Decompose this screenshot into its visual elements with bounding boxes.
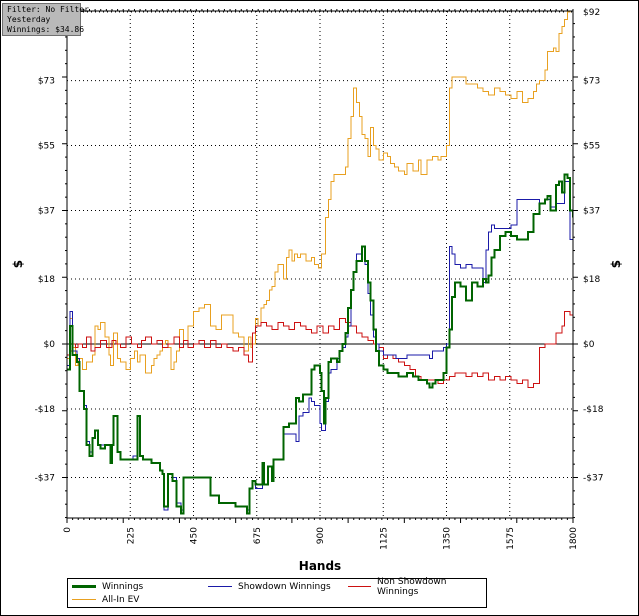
legend-swatch-non-showdown-winnings [348, 586, 372, 587]
y-tick-label-left: $37 [38, 207, 55, 217]
y-tick-label-left: -$37 [35, 474, 55, 484]
filter-info-box: Filter: No Filter Yesterday Winnings: $3… [2, 3, 89, 36]
winnings-text: Winnings: $34.86 [7, 25, 85, 34]
series-line-non-showdown-winnings [67, 311, 573, 388]
legend-item-showdown-winnings: Showdown Winnings [208, 581, 331, 592]
y-tick-label-right: $18 [583, 275, 600, 285]
y-tick-label-left: $55 [38, 142, 55, 152]
series-line-winnings [67, 173, 573, 515]
legend-swatch-all-in-ev [72, 599, 96, 600]
y-tick-label-right: $0 [583, 340, 595, 350]
chart-legend: Winnings Showdown Winnings Non Showdown … [67, 577, 487, 608]
y-tick-label-right: -$37 [583, 474, 603, 484]
y-tick-label-right: -$18 [583, 405, 604, 415]
series-line-showdown-winnings [67, 181, 573, 511]
legend-label-winnings: Winnings [102, 581, 144, 592]
x-tick-label: 450 [190, 527, 200, 544]
y-tick-label-left: $73 [38, 77, 55, 87]
x-axis-title: Hands [299, 559, 341, 573]
y-tick-label-right: $55 [583, 142, 600, 152]
legend-item-all-in-ev: All-In EV [72, 594, 139, 605]
legend-label-non-showdown-winnings: Non Showdown Winnings [377, 576, 447, 597]
x-tick-label: 0 [63, 527, 73, 533]
x-tick-label: 675 [253, 527, 263, 544]
x-tick-label: 1575 [506, 527, 516, 550]
legend-label-all-in-ev: All-In EV [102, 594, 140, 605]
x-tick-label: 225 [126, 527, 136, 544]
x-tick-label: 900 [316, 527, 326, 544]
y-tick-label-right: $73 [583, 77, 600, 87]
y-tick-label-left: -$18 [35, 405, 56, 415]
legend-swatch-winnings [72, 585, 96, 588]
series-line-all-in-ev [67, 11, 571, 374]
filter-text: Filter: No Filter [7, 5, 89, 14]
legend-item-non-showdown-winnings: Non Showdown Winnings [348, 577, 486, 597]
y-tick-label-left: $18 [38, 275, 55, 285]
x-tick-label: 1800 [569, 527, 579, 550]
y-tick-label-right: $37 [583, 207, 600, 217]
legend-swatch-showdown-winnings [208, 586, 232, 587]
legend-label-showdown-winnings: Showdown Winnings [238, 581, 331, 592]
y-tick-label-right: $92 [583, 8, 600, 18]
x-tick-label: 1350 [443, 527, 453, 550]
legend-item-winnings: Winnings [72, 581, 143, 592]
x-tick-label: 1125 [379, 527, 389, 550]
period-text: Yesterday [7, 15, 51, 24]
y-axis-title-right: $ [609, 260, 623, 268]
y-tick-label-left: $0 [44, 340, 56, 350]
y-axis-title-left: $ [11, 260, 25, 268]
